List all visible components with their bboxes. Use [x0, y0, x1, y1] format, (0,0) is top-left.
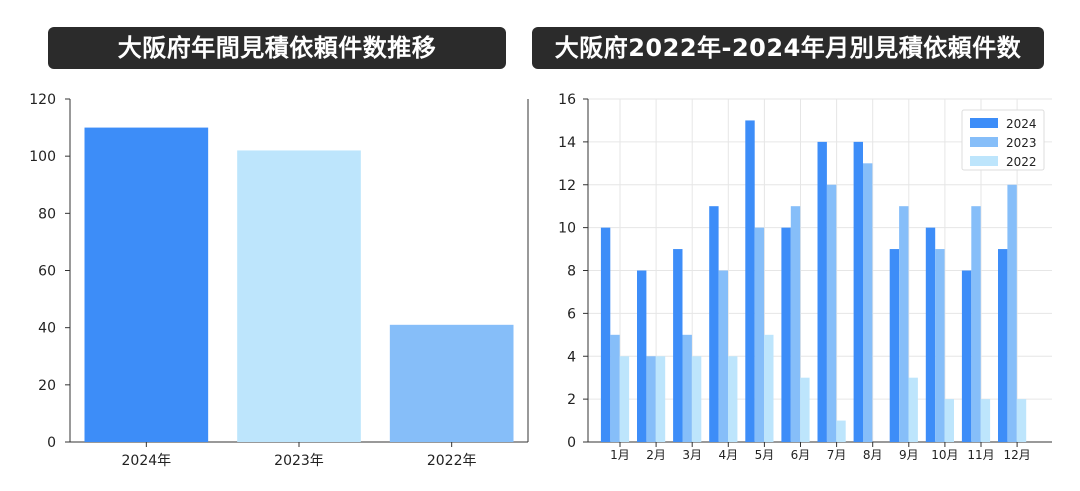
right-bar-2022-11月 [980, 399, 991, 442]
right-bar-2022-9月 [908, 377, 918, 442]
right-bar-2023-8月 [863, 163, 873, 442]
right-x-tick-label: 7月 [827, 448, 847, 462]
right-x-tick-label: 2月 [646, 448, 666, 462]
right-bar-2024-12月 [998, 249, 1008, 442]
left-x-tick-label: 2022年 [427, 453, 477, 469]
right-y-tick-label: 0 [567, 435, 576, 451]
right-x-tick-label: 6月 [791, 448, 811, 462]
right-bar-2022-3月 [691, 356, 702, 442]
right-bar-2024-7月 [817, 141, 827, 442]
right-bar-2024-2月 [637, 270, 647, 442]
left-y-tick-label: 20 [38, 378, 56, 394]
right-bar-2022-6月 [800, 377, 810, 442]
right-x-tick-label: 3月 [682, 448, 702, 462]
legend-swatch-2022 [970, 156, 998, 166]
left-y-tick-label: 60 [38, 264, 56, 280]
right-bar-2023-2月 [646, 356, 656, 442]
right-bar-2022-12月 [1016, 399, 1027, 442]
left-bar-2024年 [84, 127, 209, 442]
right-bar-2023-7月 [826, 184, 837, 442]
right-x-tick-label: 4月 [718, 448, 738, 462]
right-y-tick-label: 8 [567, 264, 576, 280]
right-bar-2024-5月 [745, 120, 755, 442]
left-y-tick-label: 40 [38, 321, 56, 337]
right-bar-2022-10月 [944, 399, 954, 442]
left-bar-2023年 [237, 150, 361, 442]
left-y-tick-label: 100 [29, 149, 56, 165]
right-bar-2023-9月 [899, 206, 909, 442]
right-bar-2024-6月 [781, 227, 791, 442]
right-y-tick-label: 12 [558, 178, 576, 194]
right-bar-2022-7月 [836, 420, 846, 442]
right-bar-2024-1月 [600, 227, 611, 442]
right-bar-2022-4月 [728, 356, 738, 442]
legend-label-2022: 2022 [1006, 155, 1037, 169]
right-chart-title: 大阪府2022年-2024年月別見積依頼件数 [532, 27, 1044, 69]
right-bar-2023-3月 [682, 334, 692, 442]
right-y-tick-label: 4 [567, 349, 576, 365]
right-bar-2024-3月 [673, 249, 683, 442]
right-grouped-bar-chart: 0 2 4 6 8 10 12 14 16 1月 2月 3月 4月 5月 6月 7月 8月 9月 10月 11月 12月… [558, 92, 1052, 462]
right-bar-2022-1月 [619, 356, 630, 442]
right-bar-2023-10月 [935, 249, 945, 442]
right-bar-2023-5月 [754, 227, 765, 442]
legend-swatch-2023 [970, 137, 998, 147]
legend-swatch-2024 [970, 118, 998, 128]
right-bar-2024-9月 [889, 249, 900, 442]
right-y-tick-label: 10 [558, 221, 576, 237]
right-bar-2023-12月 [1007, 184, 1017, 442]
right-y-tick-label: 6 [567, 306, 576, 322]
right-x-tick-label: 12月 [1003, 448, 1030, 462]
legend-label-2023: 2023 [1006, 136, 1037, 150]
left-chart-title: 大阪府年間見積依頼件数推移 [48, 27, 506, 69]
right-bar-2023-6月 [790, 206, 801, 442]
right-y-tick-label: 16 [558, 92, 576, 108]
right-bar-2022-5月 [764, 334, 774, 442]
right-bar-2024-10月 [925, 227, 936, 442]
right-x-tick-label: 1月 [610, 448, 630, 462]
right-x-tick-label: 10月 [931, 448, 958, 462]
right-y-tick-label: 2 [567, 392, 576, 408]
left-bar-chart: 0 20 40 60 80 100 120 2024年 2023年 2022年 [29, 92, 529, 469]
left-x-tick-label: 2023年 [274, 453, 324, 469]
left-bar-2022年 [389, 324, 514, 442]
right-bar-2022-2月 [655, 356, 666, 442]
right-x-tick-label: 5月 [755, 448, 775, 462]
left-y-tick-label: 120 [29, 92, 56, 108]
left-x-tick-label: 2024年 [122, 453, 172, 469]
left-y-tick-label: 80 [38, 206, 56, 222]
right-x-tick-label: 8月 [863, 448, 883, 462]
right-x-tick-label: 9月 [899, 448, 919, 462]
right-bar-2024-11月 [961, 270, 972, 442]
right-bar-2023-4月 [718, 270, 728, 442]
legend-label-2024: 2024 [1006, 117, 1037, 131]
right-bar-2023-1月 [610, 334, 620, 442]
right-y-tick-label: 14 [558, 135, 576, 151]
left-y-tick-label: 0 [47, 435, 56, 451]
right-bar-2024-8月 [853, 141, 863, 442]
right-bar-2024-4月 [709, 206, 719, 442]
right-bar-2023-11月 [971, 206, 981, 442]
right-x-tick-label: 11月 [967, 448, 994, 462]
